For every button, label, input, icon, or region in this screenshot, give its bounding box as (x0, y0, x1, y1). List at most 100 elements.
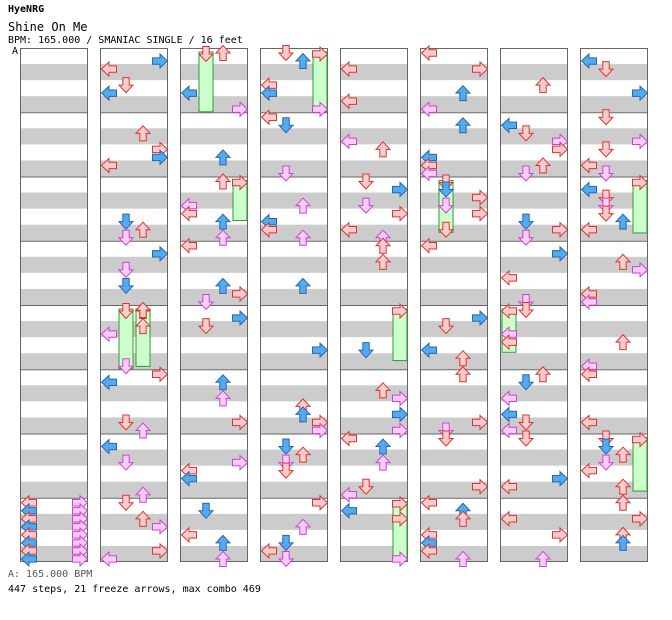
beat-stripe (500, 288, 568, 305)
beat-stripe (580, 128, 648, 145)
left-arrow-icon (260, 109, 277, 126)
song-title: Shine On Me (8, 20, 88, 34)
beat-stripe (420, 192, 488, 209)
down-arrow-icon (117, 358, 135, 375)
right-arrow-icon (152, 52, 169, 70)
right-arrow-icon (552, 245, 569, 262)
up-arrow-icon (614, 213, 632, 230)
up-arrow-icon (294, 52, 312, 70)
up-arrow-icon (294, 446, 312, 463)
chart-column-6 (420, 44, 489, 567)
left-arrow-icon (340, 430, 357, 447)
beat-stripe (500, 192, 568, 209)
right-arrow-icon (552, 470, 569, 487)
down-arrow-icon (357, 173, 375, 190)
chart-column-3 (180, 44, 249, 567)
beat-stripe (340, 353, 408, 370)
left-arrow-icon (580, 221, 597, 238)
beat-stripe (20, 96, 88, 113)
down-arrow-icon (197, 318, 215, 335)
beat-stripe (260, 481, 328, 498)
beat-stripe (340, 385, 408, 402)
down-arrow-icon (437, 318, 455, 335)
beat-stripe (420, 385, 488, 402)
up-arrow-icon (614, 253, 632, 270)
beat-stripe (420, 128, 488, 145)
beat-stripe (100, 353, 168, 370)
down-arrow-icon (117, 77, 135, 94)
down-arrow-icon (597, 454, 615, 471)
up-arrow-icon (614, 534, 632, 551)
right-arrow-icon (232, 454, 249, 471)
left-arrow-icon (340, 502, 357, 519)
left-arrow-icon (340, 60, 357, 78)
beat-stripe (420, 256, 488, 273)
right-arrow-icon (632, 261, 649, 278)
down-arrow-icon (597, 165, 615, 182)
left-arrow-icon (180, 85, 197, 102)
up-arrow-icon (374, 382, 392, 399)
beat-stripe (420, 224, 488, 241)
left-arrow-icon (580, 157, 597, 174)
left-arrow-icon (580, 52, 597, 70)
beat-stripe (340, 160, 408, 177)
beat-stripe (580, 449, 648, 466)
chart-column-7 (500, 48, 569, 567)
down-arrow-icon (117, 213, 135, 230)
beat-stripe (260, 160, 328, 177)
left-arrow-icon (420, 165, 437, 182)
right-arrow-icon (232, 101, 249, 118)
left-arrow-icon (20, 550, 37, 568)
down-arrow-icon (277, 534, 295, 552)
right-arrow-icon (392, 390, 409, 407)
beat-stripe (260, 128, 328, 145)
down-arrow-icon (117, 303, 135, 320)
right-arrow-icon (232, 285, 249, 303)
beat-stripe (100, 96, 168, 113)
down-arrow-icon (357, 197, 375, 214)
down-arrow-icon (597, 438, 615, 455)
left-arrow-icon (500, 478, 517, 495)
right-arrow-icon (552, 526, 569, 544)
up-arrow-icon (214, 534, 232, 551)
up-arrow-icon (614, 333, 632, 351)
left-arrow-icon (500, 302, 517, 320)
down-arrow-icon (117, 454, 135, 471)
beat-stripe (580, 513, 648, 530)
beat-stripe (20, 128, 88, 145)
beat-stripe (340, 321, 408, 338)
left-arrow-icon (180, 470, 197, 487)
beat-stripe (180, 64, 248, 81)
up-arrow-icon (134, 510, 152, 527)
right-arrow-icon (392, 302, 409, 320)
beat-stripe (100, 481, 168, 498)
left-arrow-icon (580, 414, 597, 431)
right-arrow-icon (632, 431, 649, 448)
up-arrow-icon (534, 550, 552, 567)
beat-stripe (180, 417, 248, 434)
beat-stripe (340, 256, 408, 273)
up-arrow-icon (374, 141, 392, 158)
step-chart (20, 44, 649, 568)
beat-stripe (580, 481, 648, 498)
chart-column-2 (100, 48, 169, 568)
chart-column-5 (340, 48, 409, 568)
beat-stripe (260, 288, 328, 305)
down-arrow-icon (437, 430, 455, 447)
up-arrow-icon (454, 349, 472, 367)
beat-stripe (500, 128, 568, 145)
beat-stripe (100, 449, 168, 466)
down-arrow-icon (197, 46, 215, 63)
beat-stripe (20, 417, 88, 434)
beat-stripe (100, 224, 168, 241)
right-arrow-icon (632, 510, 649, 527)
beat-stripe (180, 449, 248, 466)
beat-stripe (180, 321, 248, 338)
up-arrow-icon (534, 76, 552, 94)
left-arrow-icon (340, 133, 357, 150)
up-arrow-icon (614, 446, 632, 463)
beat-stripe (260, 449, 328, 466)
beat-stripe (340, 513, 408, 530)
beat-stripe (500, 160, 568, 177)
beat-stripe (20, 481, 88, 498)
